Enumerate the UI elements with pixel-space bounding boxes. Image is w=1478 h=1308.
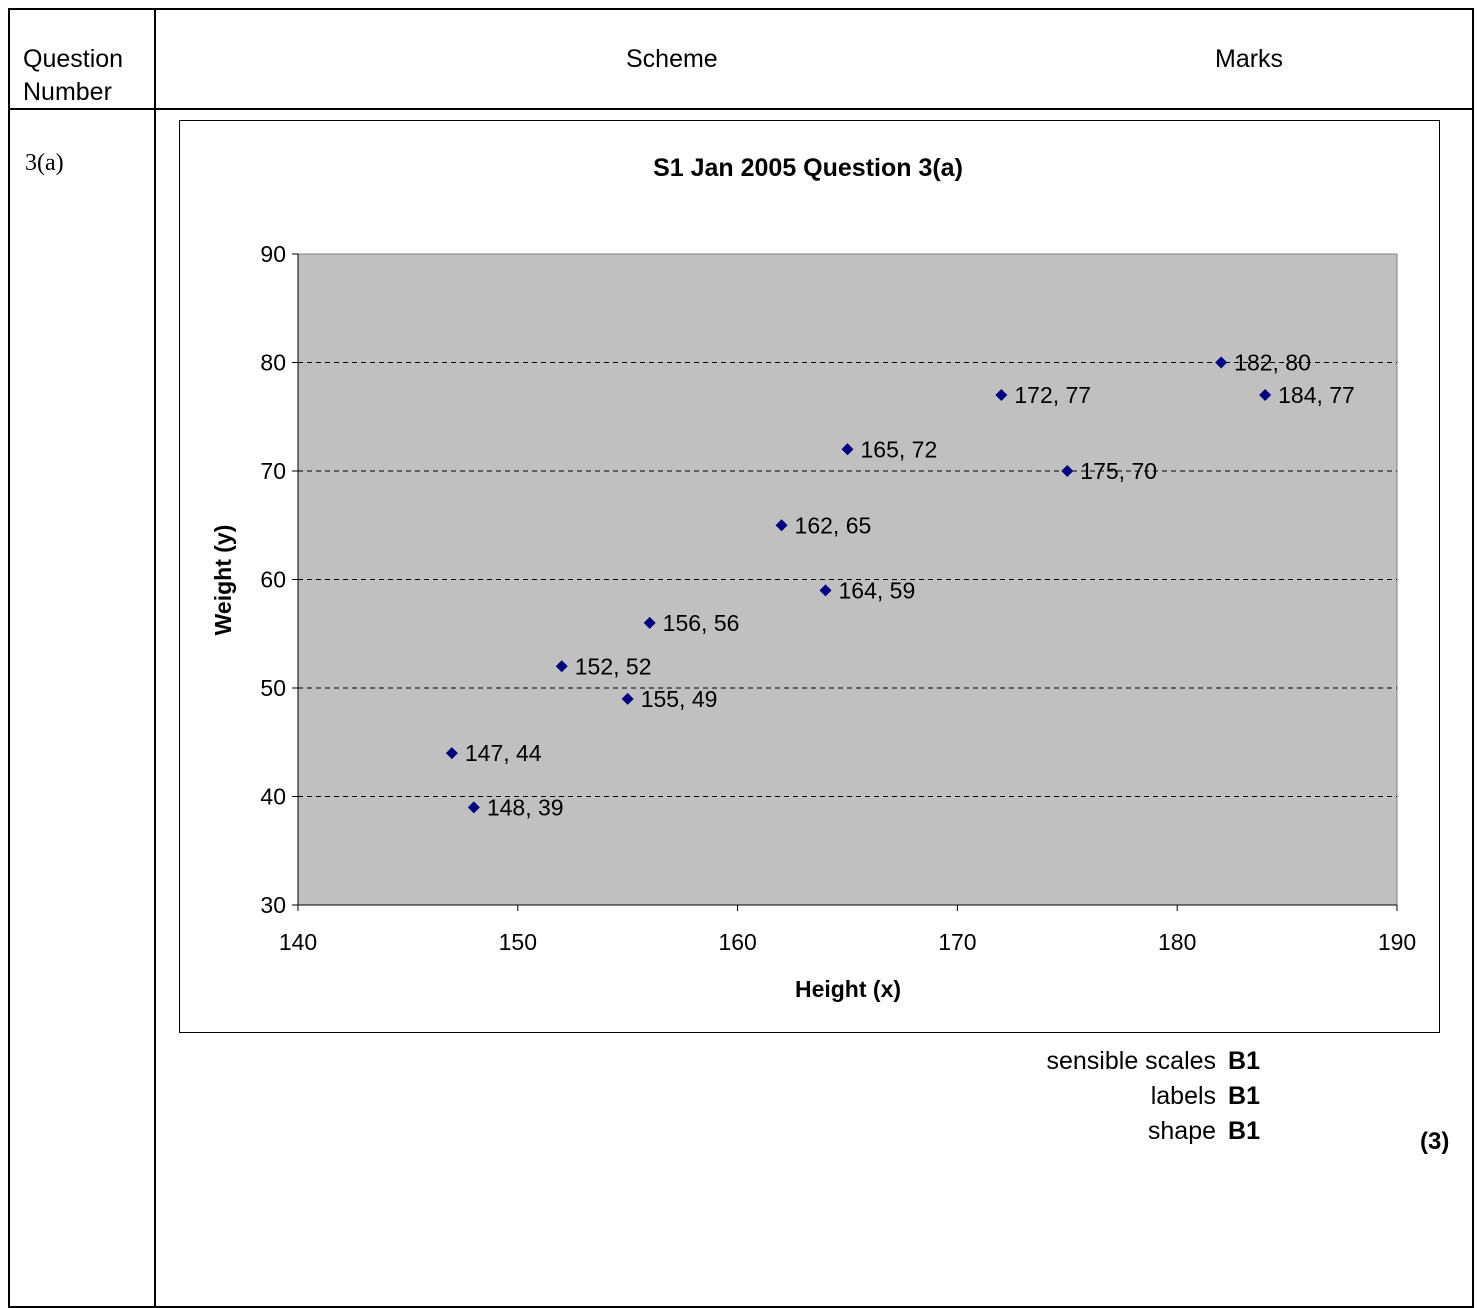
data-label: 147, 44	[465, 740, 542, 766]
data-point	[1061, 465, 1074, 477]
mark-code: B1	[1228, 1047, 1260, 1075]
data-label: 165, 72	[861, 436, 938, 462]
x-tick-label: 140	[279, 929, 317, 955]
data-label: 172, 77	[1014, 382, 1091, 408]
column-divider	[154, 8, 156, 1308]
data-point	[995, 389, 1008, 402]
data-point	[643, 616, 656, 629]
data-label: 175, 70	[1080, 458, 1157, 484]
mark-code: B1	[1228, 1082, 1260, 1110]
data-label: 156, 56	[663, 610, 740, 636]
mark-item: labels B1	[1151, 1079, 1260, 1114]
x-tick-label: 170	[938, 929, 976, 955]
y-tick-label: 40	[260, 784, 286, 810]
y-tick-label: 90	[260, 241, 286, 267]
header-divider	[8, 108, 1474, 110]
data-label: 162, 65	[795, 512, 872, 538]
data-point	[1215, 356, 1228, 369]
x-tick-label: 180	[1158, 929, 1196, 955]
total-marks: (3)	[1420, 1128, 1450, 1155]
data-point	[775, 519, 788, 532]
data-point	[555, 660, 568, 673]
data-label: 148, 39	[487, 794, 564, 820]
question-number: 3(a)	[25, 150, 64, 176]
data-point	[841, 443, 854, 456]
question-header-line1: Question	[23, 45, 124, 73]
data-label: 152, 52	[575, 653, 652, 679]
y-tick-label: 80	[260, 350, 286, 376]
data-point	[621, 692, 634, 705]
data-point	[445, 747, 458, 760]
data-label: 155, 49	[641, 686, 718, 712]
data-points: 147, 44 148, 39 152, 52 155, 49 156, 56 162, …	[445, 350, 1355, 820]
grid-lines	[298, 362, 1397, 797]
data-label: 164, 59	[839, 577, 916, 603]
mark-criterion: sensible scales	[1046, 1047, 1217, 1075]
y-tick-label: 50	[260, 675, 286, 701]
mark-item: sensible scales B1	[1047, 1044, 1261, 1079]
x-axis-label: Height (x)	[795, 976, 901, 1002]
axes: 30 40 50 60 70 80 90 140 150 160 170 180 190	[260, 241, 1416, 955]
mark-code: B1	[1228, 1117, 1260, 1145]
data-label: 182, 80	[1234, 350, 1311, 376]
y-tick-label: 60	[260, 567, 286, 593]
x-tick-label: 160	[718, 929, 756, 955]
x-tick-label: 150	[499, 929, 537, 955]
data-label: 184, 77	[1278, 382, 1355, 408]
y-tick-label: 30	[260, 892, 286, 918]
marks-header: Marks	[1215, 45, 1284, 73]
data-point	[819, 584, 832, 597]
chart-container	[179, 120, 1440, 1033]
mark-item: shape B1	[1148, 1114, 1260, 1149]
chart-title: S1 Jan 2005 Question 3(a)	[653, 154, 963, 182]
x-tick-label: 190	[1378, 929, 1416, 955]
data-point	[1259, 389, 1272, 402]
mark-criterion: labels	[1150, 1082, 1217, 1110]
y-tick-label: 70	[260, 458, 286, 484]
question-number-header: Question Number	[23, 43, 123, 109]
scheme-header: Scheme	[626, 45, 718, 73]
data-point	[467, 801, 480, 814]
question-header-line2: Number	[23, 78, 112, 106]
mark-criterion: shape	[1147, 1117, 1217, 1145]
y-axis-label: Weight (y)	[210, 525, 236, 636]
